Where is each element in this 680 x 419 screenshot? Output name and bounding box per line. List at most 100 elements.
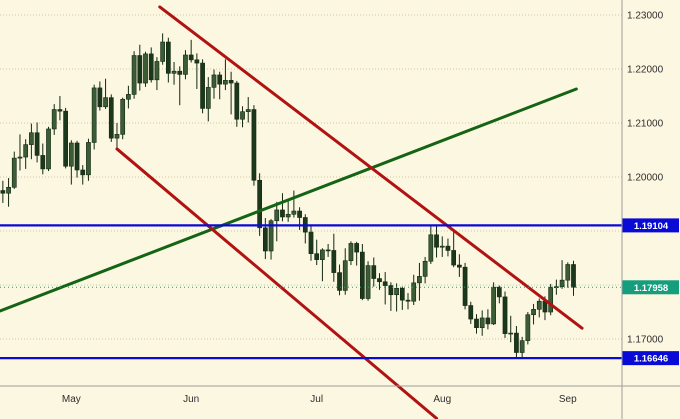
candle [217,71,223,100]
candle [194,53,200,89]
candle [114,123,120,150]
price-axis-label: 1.17000 [627,335,664,346]
price-axis-label: 1.22000 [627,65,664,76]
candle-body [548,286,554,313]
time-axis-label: Jul [310,394,323,405]
candle-body [34,132,40,156]
price-axis[interactable]: 1.23000 1.22000 1.21000 1.20000 1.17000 [627,11,664,346]
candle [428,226,434,264]
ascending-trendline[interactable] [0,87,578,313]
candle [371,257,377,287]
candle [120,97,126,140]
candle [223,59,228,91]
candle-body [211,74,217,88]
candle [148,47,154,83]
candle [365,261,371,301]
candle-body [559,279,565,287]
candle [382,272,388,305]
candle-body [234,82,240,120]
candle [348,241,354,266]
candle [394,283,399,312]
candle-body [417,276,422,284]
candle [320,248,325,282]
descending-channel-lower[interactable] [115,147,439,419]
candle-body [388,285,394,296]
candle [411,274,417,305]
candle [108,94,114,142]
candle [17,134,23,171]
descending-channel-upper[interactable] [158,5,584,330]
candle-body [217,74,223,85]
candle [0,180,6,203]
candle [451,231,457,268]
candle [354,241,360,266]
candle [40,143,46,175]
candle-body [120,98,126,135]
candle [422,256,428,284]
candle-body [154,61,160,81]
candle [86,138,91,181]
candle-body [360,251,365,299]
candle-body [439,245,445,248]
candle [525,312,531,345]
price-badge-level-bg [622,351,679,366]
candle [565,262,571,288]
candle [496,285,502,304]
candle-body [280,209,285,218]
candle [280,193,285,222]
candle [200,59,205,114]
candle [417,262,422,301]
candle [291,190,297,218]
candle [211,69,217,99]
candle [171,61,177,85]
candle [405,293,411,310]
price-badge-level-bg [622,218,679,233]
candle [342,248,348,295]
candle-body [411,282,417,302]
candle-body [205,87,211,109]
candle [137,44,143,91]
candle-body [479,317,485,328]
candle [462,262,468,310]
candle-body [502,296,508,334]
candle [29,123,34,160]
candle [474,314,479,334]
candle-body [468,305,474,320]
candle [485,309,491,330]
candle-body [434,234,439,248]
candle [325,243,331,257]
price-axis-label: 1.21000 [627,119,664,130]
candle-body [291,210,297,215]
candle [251,105,257,186]
candle-body [308,231,314,254]
candle-body [405,299,411,302]
candle [445,238,451,257]
candle-body [223,80,228,85]
price-badge-level[interactable]: 1.16646 [622,351,680,366]
candle [188,39,194,63]
candle-body [177,70,183,75]
candle-body [422,260,428,277]
candle [571,260,576,296]
candle [479,310,485,336]
candle-body [194,59,200,64]
candle [531,303,536,325]
time-axis[interactable]: May Jun Jul Aug Sep [62,394,577,405]
candle-body [268,220,274,252]
candle [468,301,474,324]
time-axis-label: Aug [433,394,451,405]
candle [240,106,245,128]
price-badge-current[interactable]: 1.17958 [622,280,680,295]
candle-body [188,54,194,61]
candle [399,286,405,310]
candle-body [51,109,57,130]
price-badge-level-text: 1.19104 [634,221,669,232]
candle-body [240,111,245,120]
candle [514,326,519,358]
price-badge-level[interactable]: 1.19104 [622,218,680,233]
candle-body [108,97,114,139]
candle-body [474,318,479,328]
candle-body [63,110,68,167]
